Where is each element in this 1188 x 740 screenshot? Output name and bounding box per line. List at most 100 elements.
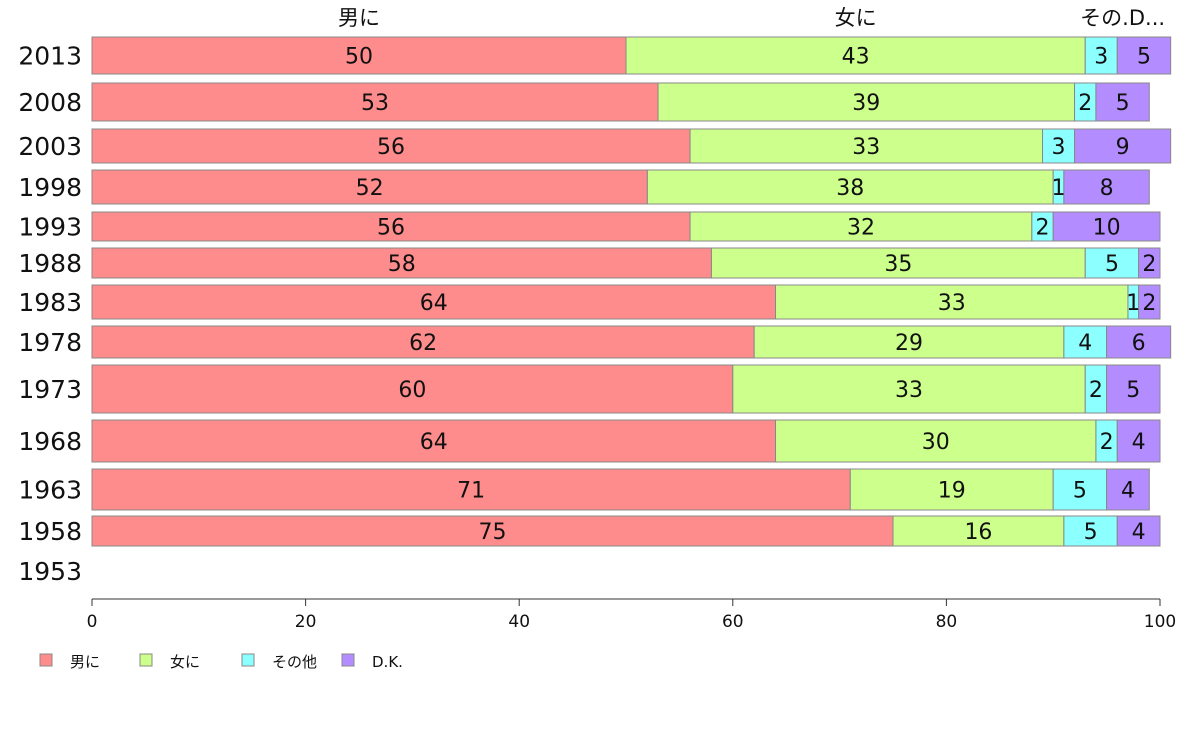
category-label: 1983 (18, 288, 82, 317)
bar-segment (1138, 247, 1161, 279)
data-label: 5 (1137, 45, 1151, 70)
data-label: 9 (1116, 135, 1130, 160)
bar-segment (91, 36, 627, 75)
data-label: 5 (1105, 252, 1119, 277)
bar-segment (91, 325, 755, 359)
x-tick-label: 40 (508, 612, 530, 632)
x-tick-label: 60 (722, 612, 744, 632)
data-label: 8 (1100, 176, 1114, 201)
data-label: 35 (884, 252, 912, 277)
legend-label: 男に (70, 653, 100, 671)
data-label: 60 (398, 378, 426, 403)
bar-segment (849, 468, 1054, 511)
x-tick-label: 0 (87, 612, 98, 632)
bar-segment (710, 247, 1086, 279)
data-label: 52 (356, 176, 384, 201)
data-label: 5 (1126, 378, 1140, 403)
bar-segment (775, 284, 1129, 320)
category-label: 1963 (18, 476, 82, 505)
legend-swatch (139, 653, 153, 667)
data-label: 4 (1078, 331, 1092, 356)
bar-segment (1052, 211, 1161, 242)
category-label: 1953 (18, 557, 82, 586)
bar-segment (1052, 468, 1108, 511)
data-label: 50 (345, 45, 373, 70)
data-label: 5 (1073, 479, 1087, 504)
data-label: 38 (836, 176, 864, 201)
data-label: 10 (1093, 216, 1121, 241)
data-label: 64 (420, 291, 448, 316)
bar-segment (625, 36, 1086, 75)
bar-segment (1084, 36, 1118, 75)
bar-segment (91, 419, 777, 463)
category-label: 1988 (18, 249, 82, 278)
category-label: 1993 (18, 213, 82, 242)
data-label: 1 (1052, 176, 1066, 201)
category-label: 1978 (18, 328, 82, 357)
data-label: 33 (938, 291, 966, 316)
data-label: 3 (1052, 135, 1066, 160)
data-label: 39 (852, 91, 880, 116)
category-label: 1973 (18, 375, 82, 404)
category-label: 2013 (18, 42, 82, 71)
data-label: 6 (1132, 331, 1146, 356)
bar-segment (91, 515, 894, 547)
bar-segment (1138, 284, 1161, 320)
category-label: 1968 (18, 427, 82, 456)
legend-label: 女に (170, 653, 200, 671)
bar-segment (1116, 419, 1161, 463)
data-label: 30 (922, 430, 950, 455)
data-label: 5 (1116, 91, 1130, 116)
legend-label: その他 (272, 653, 317, 671)
bar-segment (1106, 468, 1150, 511)
data-label: 2 (1036, 216, 1050, 241)
data-label: 43 (842, 45, 870, 70)
column-header: 女に (835, 6, 877, 30)
category-label: 2008 (18, 88, 82, 117)
column-header: 男に (338, 6, 380, 30)
legend-label: D.K. (372, 653, 403, 671)
bar-segment (689, 128, 1044, 164)
bar-segment (646, 169, 1054, 205)
data-label: 2 (1142, 291, 1156, 316)
bars-layer (91, 36, 1172, 547)
data-label: 4 (1132, 520, 1146, 545)
category-label: 1958 (18, 517, 82, 546)
bar-segment (1116, 515, 1161, 547)
data-label: 64 (420, 430, 448, 455)
data-label: 32 (847, 216, 875, 241)
category-label: 1998 (18, 173, 82, 202)
bar-segment (91, 247, 712, 279)
bar-segment (91, 128, 691, 164)
bar-segment (892, 515, 1065, 547)
bar-segment (91, 82, 659, 122)
data-label: 5 (1084, 520, 1098, 545)
data-label: 29 (895, 331, 923, 356)
bar-segment (775, 419, 1097, 463)
bar-segment (1095, 82, 1150, 122)
legend: 男に 女に その他 D.K. (39, 653, 403, 671)
legend-swatch (39, 653, 53, 667)
data-label: 4 (1121, 479, 1135, 504)
data-label: 4 (1132, 430, 1146, 455)
data-label: 62 (409, 331, 437, 356)
data-label: 16 (964, 520, 992, 545)
bar-segment (1116, 36, 1172, 75)
bar-segment (91, 169, 648, 205)
data-label: 2 (1078, 91, 1092, 116)
bar-segment (732, 364, 1086, 414)
bar-segment (1063, 325, 1108, 359)
data-label: 2 (1089, 378, 1103, 403)
legend-swatch (241, 653, 255, 667)
x-tick-label: 20 (295, 612, 317, 632)
x-tick-label: 80 (936, 612, 958, 632)
x-tick-label: 100 (1144, 612, 1176, 632)
data-label: 2 (1100, 430, 1114, 455)
bar-segment (91, 284, 777, 320)
column-header: その.D... (1080, 6, 1165, 30)
data-label: 58 (388, 252, 416, 277)
bar-segment (1063, 169, 1150, 205)
data-label: 3 (1094, 45, 1108, 70)
